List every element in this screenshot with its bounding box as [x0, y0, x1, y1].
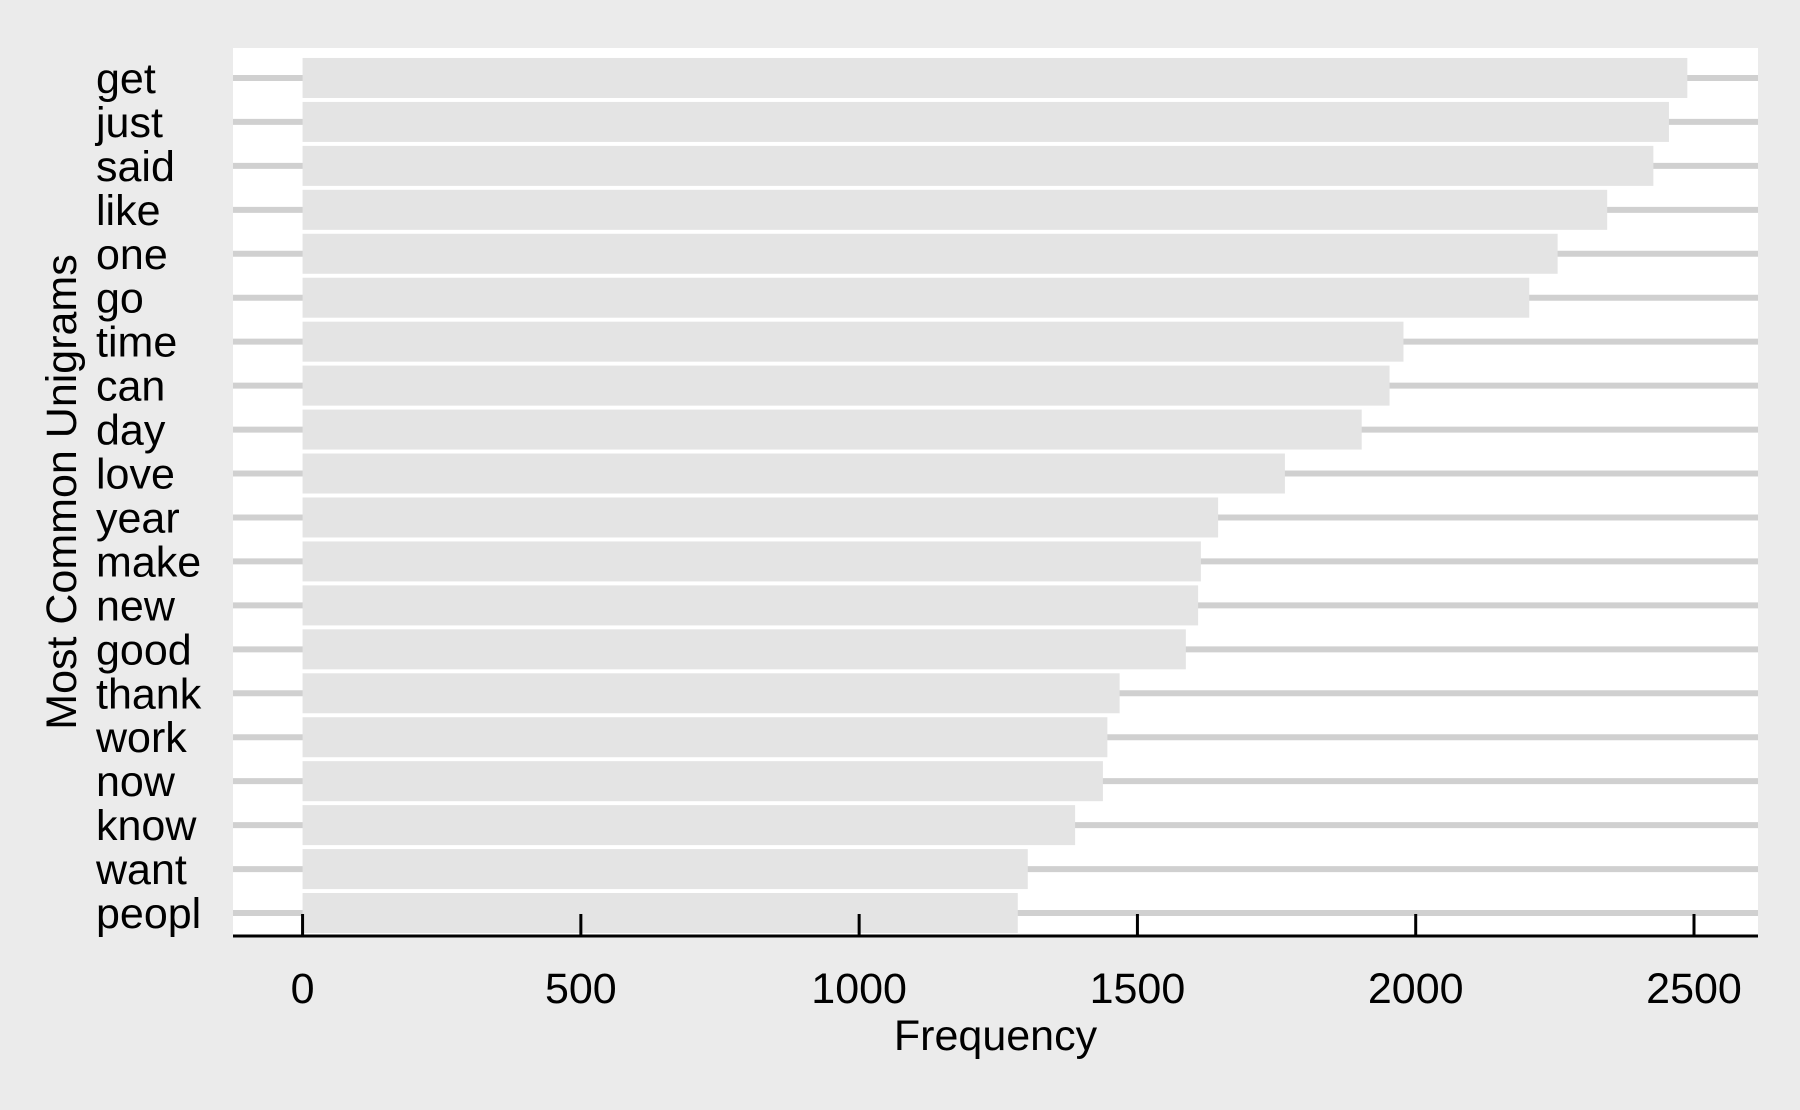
- bar-go: [302, 277, 1530, 318]
- category-label-said: said: [96, 143, 175, 191]
- category-label-time: time: [96, 319, 177, 367]
- x-tick-label-2000: 2000: [1368, 965, 1464, 1013]
- category-label-thank: thank: [96, 670, 202, 718]
- category-labels: getjustsaidlikeonegotimecandayloveyearma…: [94, 55, 202, 938]
- bar-day: [302, 409, 1362, 450]
- bar-now: [302, 761, 1103, 802]
- category-label-now: now: [96, 758, 176, 806]
- bar-get: [302, 57, 1688, 98]
- category-label-know: know: [96, 802, 197, 850]
- bar-new: [302, 585, 1199, 626]
- bar-want: [302, 849, 1028, 890]
- bar-good: [302, 629, 1186, 670]
- category-label-year: year: [96, 494, 180, 542]
- bar-just: [302, 101, 1669, 142]
- bar-can: [302, 365, 1390, 406]
- category-label-day: day: [96, 407, 166, 455]
- category-label-work: work: [95, 714, 187, 762]
- category-label-new: new: [96, 582, 176, 630]
- x-tick-label-500: 500: [545, 965, 617, 1013]
- x-tick-label-0: 0: [291, 965, 315, 1013]
- category-label-love: love: [96, 451, 175, 499]
- category-label-can: can: [96, 363, 165, 411]
- category-label-want: want: [95, 846, 187, 894]
- x-axis-ticks: 0 500 1000 1500 2000 2500: [291, 914, 1742, 1013]
- category-label-just: just: [94, 99, 163, 147]
- category-label-get: get: [96, 55, 156, 103]
- bar-know: [302, 805, 1076, 846]
- category-label-go: go: [96, 275, 144, 323]
- category-label-make: make: [96, 538, 201, 586]
- bar-make: [302, 541, 1201, 582]
- bar-work: [302, 717, 1108, 758]
- x-axis-title: Frequency: [894, 1012, 1098, 1060]
- bar-said: [302, 145, 1654, 186]
- bar-thank: [302, 673, 1120, 714]
- bar-year: [302, 497, 1219, 538]
- y-axis-title: Most Common Unigrams: [38, 254, 86, 730]
- category-label-like: like: [96, 187, 161, 235]
- bars: [302, 57, 1688, 934]
- bar-one: [302, 233, 1558, 274]
- bar-time: [302, 321, 1404, 362]
- x-tick-label-2500: 2500: [1646, 965, 1742, 1013]
- category-label-one: one: [96, 231, 168, 279]
- category-label-peopl: peopl: [96, 890, 201, 938]
- x-tick-label-1500: 1500: [1090, 965, 1186, 1013]
- bar-love: [302, 453, 1285, 494]
- x-tick-label-1000: 1000: [811, 965, 907, 1013]
- bar-peopl: [302, 893, 1018, 934]
- category-label-good: good: [96, 626, 192, 674]
- bar-like: [302, 189, 1608, 230]
